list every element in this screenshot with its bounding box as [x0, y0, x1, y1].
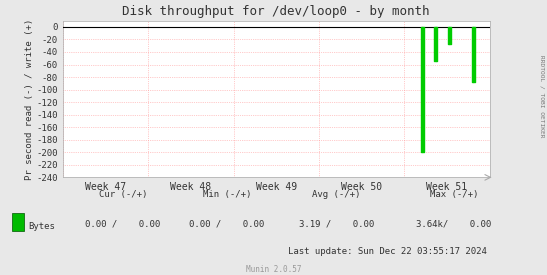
Text: Bytes: Bytes	[28, 222, 55, 231]
Text: Munin 2.0.57: Munin 2.0.57	[246, 265, 301, 274]
Text: 0.00 /    0.00: 0.00 / 0.00	[85, 220, 161, 229]
Text: Avg (-/+): Avg (-/+)	[312, 190, 360, 199]
Text: 3.19 /    0.00: 3.19 / 0.00	[299, 220, 374, 229]
Text: RRDTOOL / TOBI OETIKER: RRDTOOL / TOBI OETIKER	[539, 55, 544, 138]
Text: Min (-/+): Min (-/+)	[203, 190, 251, 199]
Text: 0.00 /    0.00: 0.00 / 0.00	[189, 220, 265, 229]
Text: 3.64k/    0.00: 3.64k/ 0.00	[416, 220, 492, 229]
Text: Last update: Sun Dec 22 03:55:17 2024: Last update: Sun Dec 22 03:55:17 2024	[288, 248, 487, 256]
Text: Max (-/+): Max (-/+)	[430, 190, 478, 199]
Y-axis label: Pr second read (-) / write (+): Pr second read (-) / write (+)	[25, 18, 34, 180]
Text: Cur (-/+): Cur (-/+)	[99, 190, 147, 199]
Title: Disk throughput for /dev/loop0 - by month: Disk throughput for /dev/loop0 - by mont…	[123, 5, 430, 18]
